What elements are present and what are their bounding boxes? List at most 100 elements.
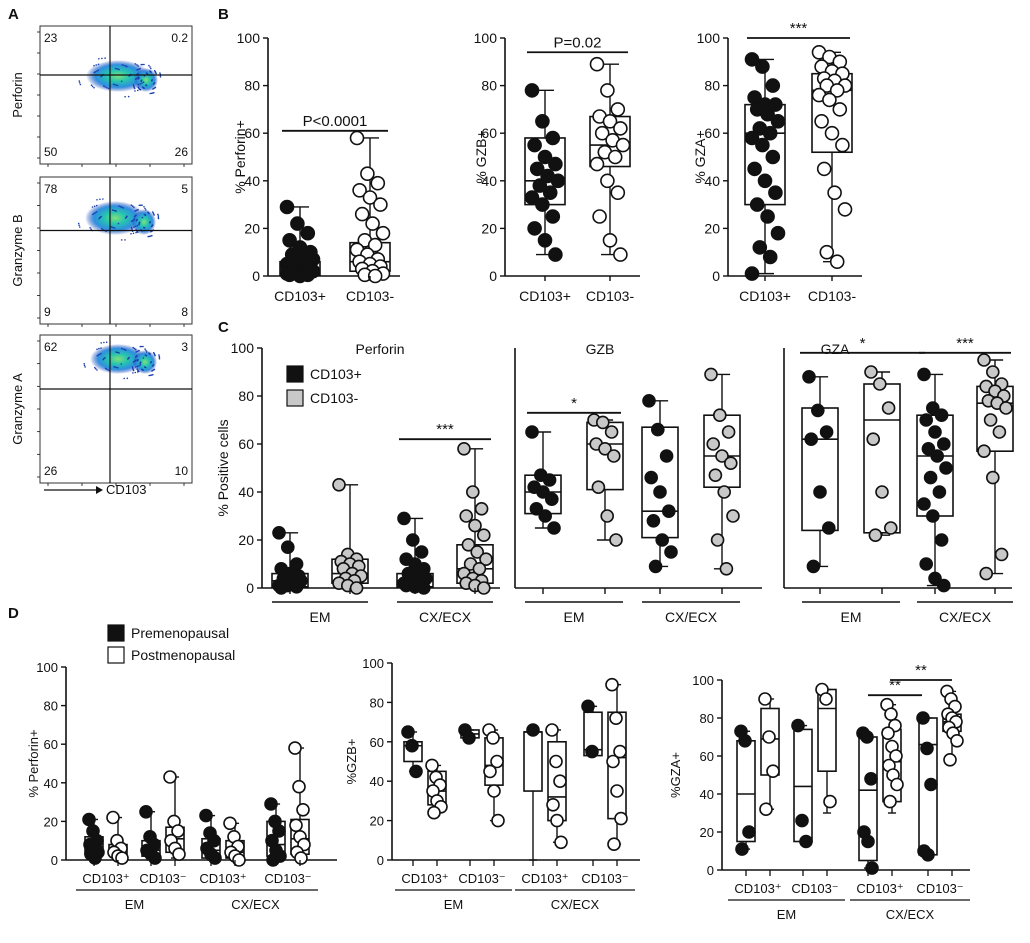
flow-event-dot — [83, 363, 85, 365]
data-point — [537, 149, 553, 165]
data-point — [864, 771, 878, 786]
data-point — [650, 422, 665, 437]
data-point — [532, 178, 548, 193]
data-point — [726, 509, 740, 523]
legend-label: CD103- — [310, 390, 359, 406]
data-point — [606, 449, 621, 463]
flow-event-dot — [106, 368, 108, 371]
flow-event-dot — [143, 213, 146, 216]
flow-event-dot — [96, 369, 98, 371]
flow-density-cloud — [133, 350, 157, 374]
data-point — [139, 804, 153, 819]
data-point — [659, 449, 674, 463]
flow-event-dot — [96, 348, 98, 351]
data-point — [272, 824, 286, 838]
data-point — [486, 731, 500, 745]
significance-label: *** — [956, 335, 974, 352]
y-tick-label: 40 — [700, 787, 714, 802]
flow-event-dot — [148, 352, 150, 354]
flow-event-dot — [124, 95, 126, 98]
significance-label: *** — [790, 20, 808, 37]
y-axis-label: %GZB+ — [344, 739, 359, 785]
y-tick-label: 20 — [238, 532, 254, 548]
flow-event-dot — [138, 204, 141, 207]
flow-event-dot — [98, 217, 100, 220]
y-tick-label: 40 — [481, 173, 497, 189]
y-tick-label: 100 — [697, 30, 721, 46]
data-point — [884, 707, 898, 722]
data-point — [819, 425, 834, 439]
flow-event-dot — [121, 64, 124, 66]
data-point — [592, 209, 607, 224]
data-point — [367, 237, 383, 253]
data-point — [554, 835, 568, 850]
flow-event-dot — [149, 66, 151, 68]
data-point — [919, 557, 934, 571]
data-point — [977, 444, 991, 459]
legend-swatch — [107, 646, 125, 664]
flow-event-dot — [97, 69, 100, 72]
group-label: CX/ECX — [551, 897, 600, 912]
y-tick-label: 80 — [700, 711, 714, 726]
data-point — [917, 497, 931, 511]
flow-event-dot — [120, 347, 123, 350]
data-point — [115, 851, 129, 865]
flow-event-dot — [135, 359, 137, 361]
flow-event-dot — [154, 86, 157, 89]
data-point — [985, 365, 1000, 379]
data-point — [744, 266, 760, 281]
flow-q-upper-left: 78 — [44, 182, 58, 196]
flow-event-dot — [141, 204, 143, 206]
data-point — [758, 692, 772, 706]
flow-y-label: Granzyme A — [10, 373, 25, 445]
flow-event-dot — [122, 348, 124, 350]
data-point — [762, 730, 776, 744]
flow-event-dot — [93, 212, 95, 215]
flow-plot-frame — [39, 176, 193, 325]
flow-event-dot — [127, 95, 130, 98]
data-point — [595, 415, 610, 430]
data-point — [747, 161, 762, 177]
flow-event-dot — [114, 366, 116, 368]
data-point — [600, 509, 615, 523]
data-point — [738, 733, 752, 748]
data-point — [950, 733, 964, 748]
flow-event-dot — [96, 355, 99, 357]
data-point — [936, 578, 951, 593]
panel-letter-d: D — [8, 605, 19, 622]
flow-event-dot — [120, 363, 122, 365]
flow-event-dot — [115, 84, 117, 86]
flow-event-dot — [139, 345, 142, 348]
data-point — [934, 408, 949, 423]
flow-event-dot — [133, 218, 136, 220]
flow-event-dot — [122, 207, 125, 209]
flow-event-dot — [138, 364, 140, 367]
data-point — [939, 461, 953, 475]
data-point — [644, 470, 659, 485]
data-point — [106, 810, 120, 825]
flow-event-dot — [135, 220, 138, 222]
x-category-label: CD103⁻ — [264, 871, 311, 886]
data-point — [459, 509, 474, 523]
flow-event-dot — [97, 63, 100, 66]
group-label: CX/ECX — [939, 609, 992, 625]
flow-event-dot — [145, 209, 147, 211]
y-tick-label: 60 — [44, 737, 58, 752]
data-point — [883, 521, 898, 535]
group-label: EM — [564, 609, 585, 625]
significance-label: ** — [915, 662, 927, 679]
flow-event-dot — [98, 58, 100, 60]
data-point — [491, 813, 505, 828]
data-point — [332, 477, 346, 492]
flow-event-dot — [95, 211, 98, 213]
flow-event-dot — [95, 204, 98, 207]
data-point — [883, 794, 897, 809]
data-point — [865, 861, 879, 875]
data-point — [545, 723, 559, 737]
flow-event-dot — [133, 85, 135, 87]
flow-event-dot — [149, 235, 152, 237]
flow-event-dot — [89, 227, 91, 229]
chart-title: GZA — [821, 341, 850, 357]
data-point — [881, 401, 896, 415]
